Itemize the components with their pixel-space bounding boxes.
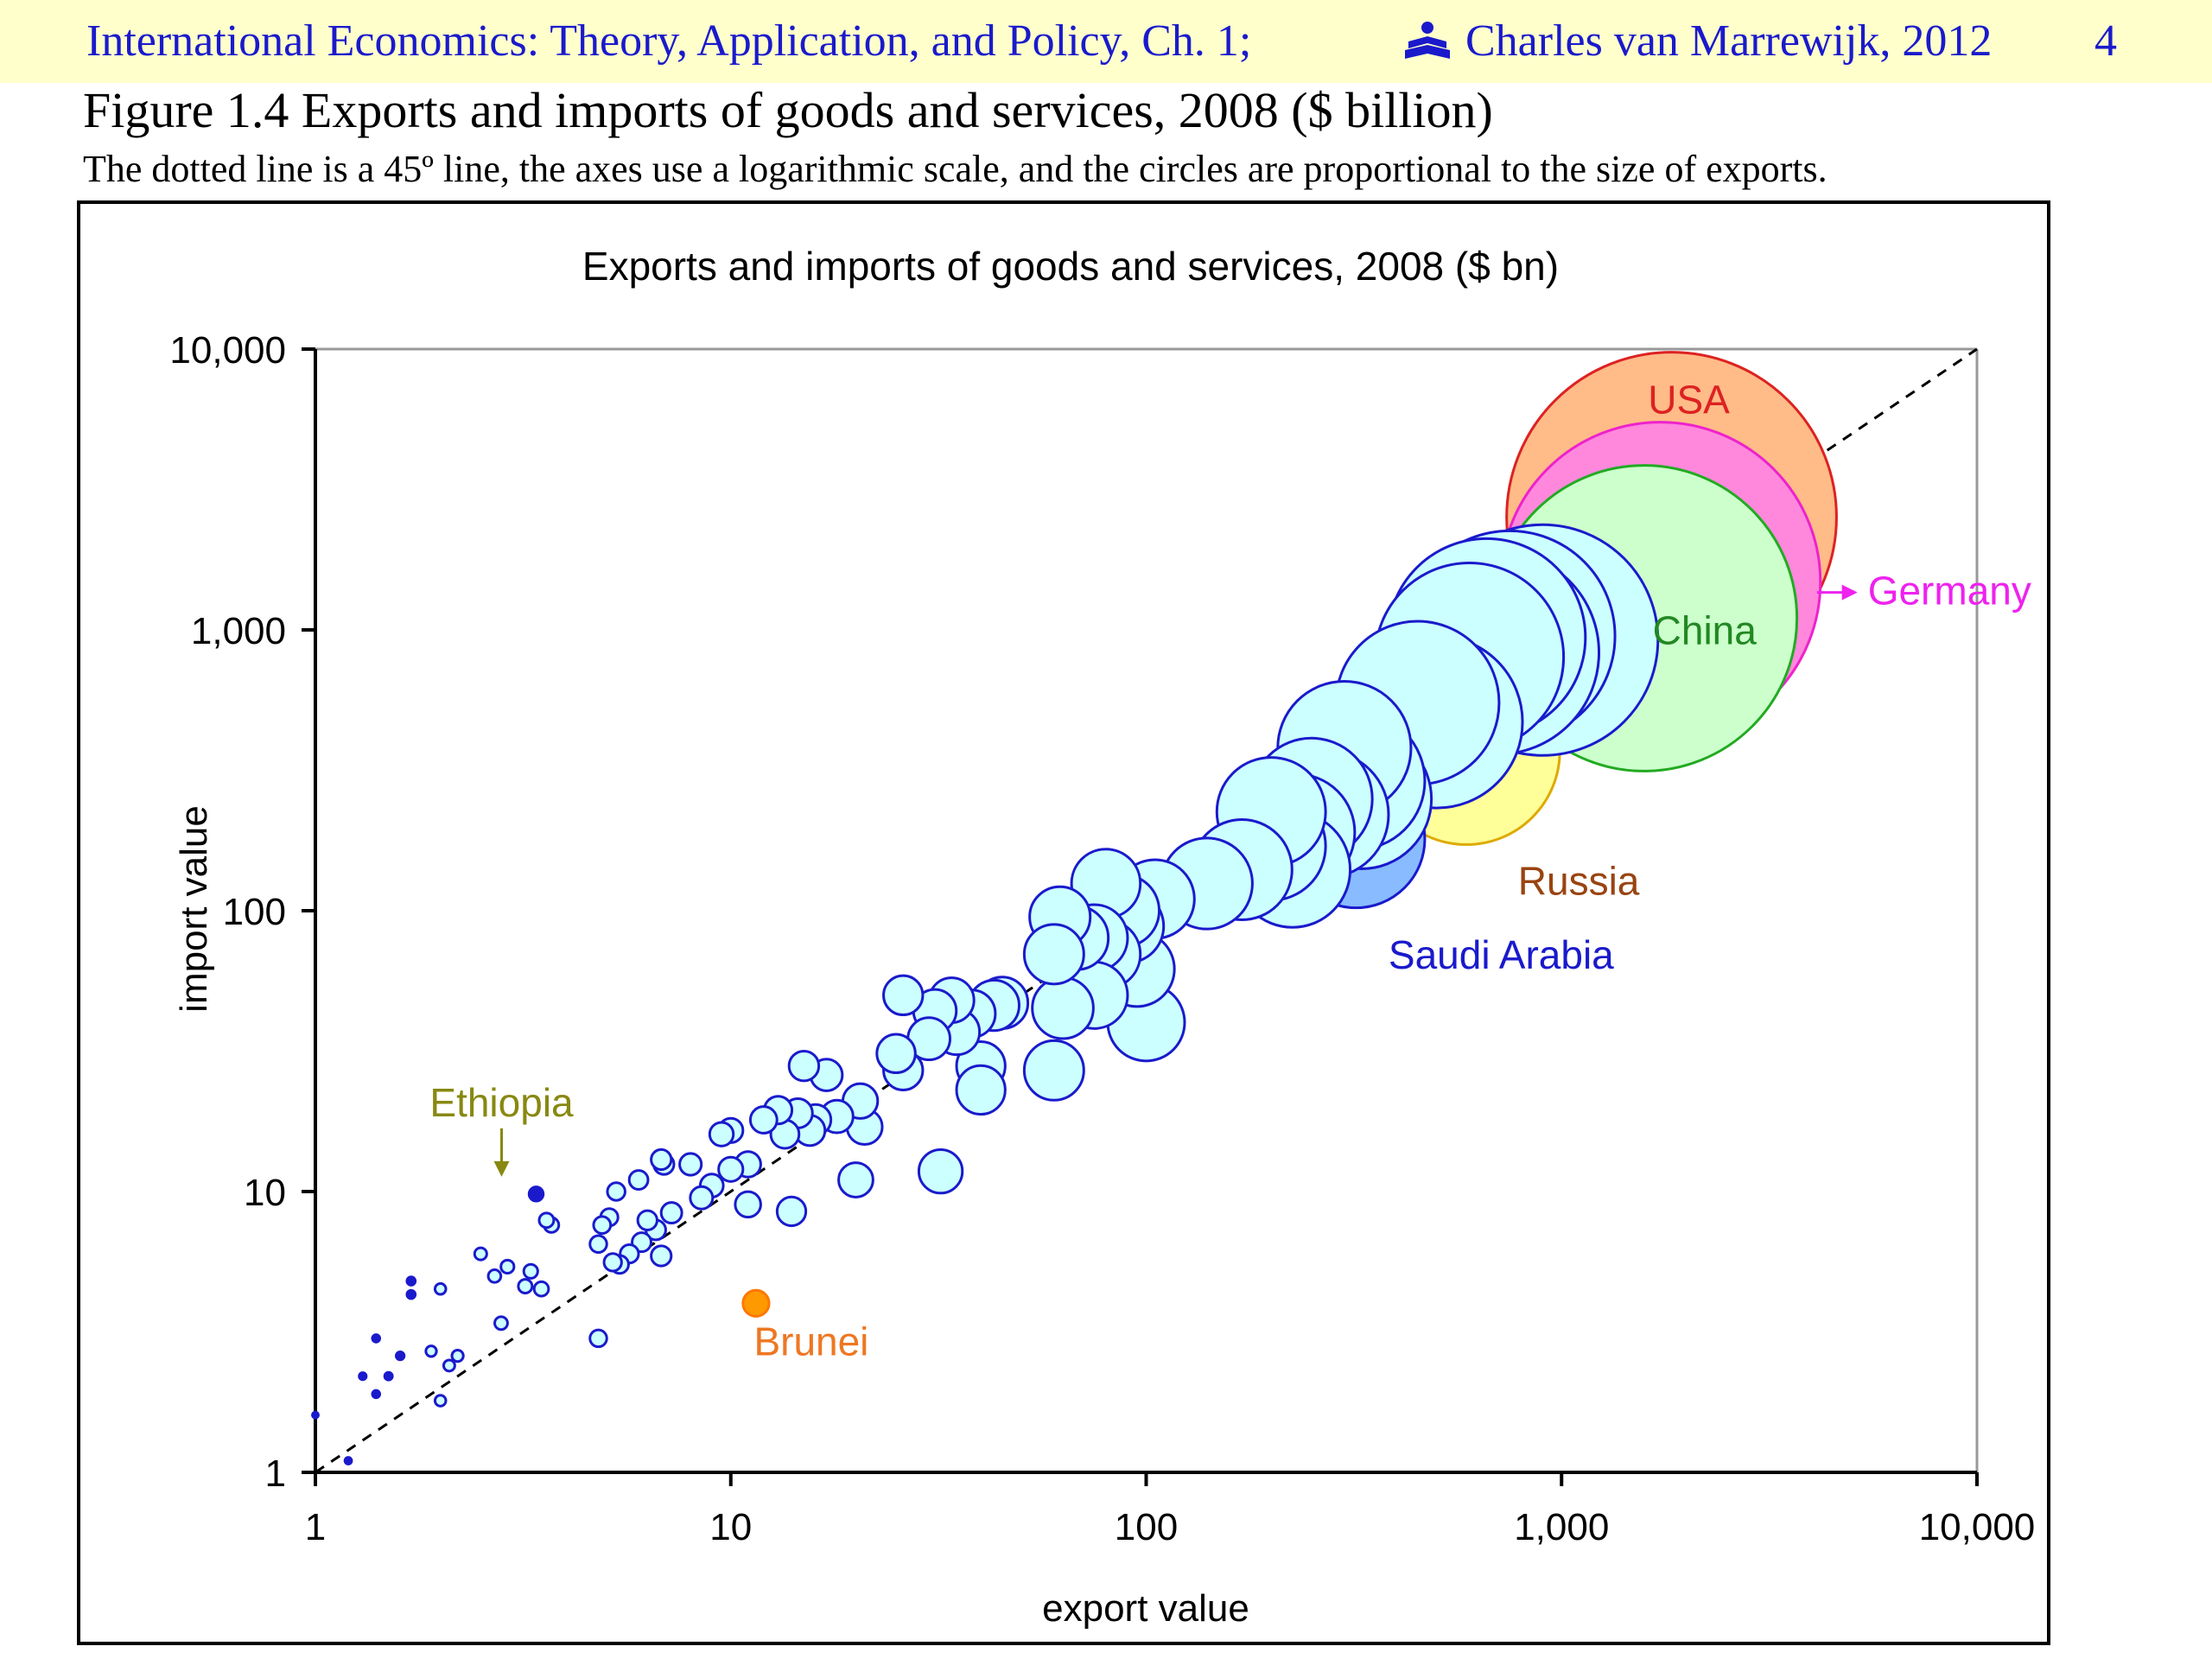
- data-point: [405, 1288, 417, 1300]
- label-russia: Russia: [1518, 858, 1640, 903]
- arrowhead-germany: [1841, 584, 1858, 601]
- data-point: [917, 1147, 964, 1195]
- y-tick-label: 10,000: [169, 329, 286, 372]
- data-point: [371, 1389, 382, 1400]
- data-point: [775, 1195, 808, 1228]
- arrowhead-ethiopia: [493, 1160, 510, 1177]
- data-point: [592, 1215, 613, 1236]
- data-point: [588, 1328, 608, 1349]
- data-point: [433, 1394, 448, 1408]
- data-point: [588, 1234, 608, 1255]
- x-tick-label: 1: [305, 1506, 326, 1548]
- data-point: [955, 1064, 1007, 1116]
- data-point: [787, 1049, 821, 1083]
- chart-frame: Exports and imports of goods and service…: [77, 200, 2050, 1645]
- data-point: [358, 1371, 368, 1382]
- y-tick-label: 100: [223, 891, 286, 933]
- data-point: [473, 1246, 488, 1262]
- data-point: [537, 1211, 556, 1230]
- label-ethiopia: Ethiopia: [429, 1080, 574, 1125]
- data-point: [433, 1281, 448, 1296]
- data-point: [837, 1161, 874, 1198]
- y-tick-label: 10: [244, 1172, 286, 1214]
- data-point: [1031, 976, 1095, 1040]
- author-credit: Charles van Marrewijk, 2012: [1465, 16, 1993, 66]
- y-axis-label: import value: [173, 805, 215, 1013]
- label-layer: USA Germany China Russia Saudi Arabia Ethiopi…: [429, 378, 2031, 1364]
- data-point: [1022, 1039, 1085, 1102]
- data-point: [486, 1268, 503, 1284]
- figure-title: Figure 1.4 Exports and imports of goods …: [83, 82, 1493, 138]
- highlight-point-brunei: [741, 1288, 771, 1318]
- book-reader-icon: [1402, 19, 1453, 64]
- axes: 11 10 10 100 100 1,000 1,000 10,000 10,000: [169, 329, 2035, 1548]
- x-tick-label: 1,000: [1514, 1506, 1609, 1548]
- bubble-layer: [311, 523, 1660, 1465]
- x-axis-label: export value: [1042, 1587, 1249, 1630]
- data-point: [689, 1185, 715, 1211]
- data-point: [602, 1252, 623, 1273]
- data-point: [627, 1169, 650, 1191]
- data-point: [383, 1370, 394, 1382]
- data-point: [708, 1121, 735, 1147]
- label-brunei: Brunei: [753, 1319, 868, 1363]
- y-tick-label: 1,000: [191, 610, 286, 652]
- data-point: [1022, 923, 1085, 986]
- data-point: [424, 1344, 438, 1358]
- scatter-chart: Exports and imports of goods and service…: [169, 244, 2035, 1630]
- data-point: [405, 1275, 417, 1287]
- data-point: [343, 1456, 353, 1465]
- data-point: [522, 1262, 539, 1280]
- data-point: [395, 1351, 406, 1362]
- data-point: [311, 1410, 320, 1420]
- figure-caption: The dotted line is a 45º line, the axes …: [83, 148, 1827, 190]
- header-band: [0, 0, 2212, 83]
- data-point: [450, 1349, 465, 1363]
- label-usa: USA: [1648, 378, 1730, 423]
- data-point: [650, 1244, 673, 1268]
- x-tick-label: 10: [709, 1506, 752, 1548]
- data-point: [606, 1181, 626, 1202]
- data-point: [650, 1147, 673, 1172]
- data-point: [659, 1201, 683, 1225]
- data-point: [636, 1209, 658, 1231]
- label-germany: Germany: [1868, 569, 2031, 613]
- label-china: China: [1653, 608, 1758, 653]
- data-point: [734, 1190, 762, 1219]
- data-point: [717, 1155, 745, 1183]
- author-credit-group: Charles van Marrewijk, 2012: [1402, 16, 1992, 67]
- chart-title: Exports and imports of goods and service…: [582, 244, 1559, 289]
- highlight-point-ethiopia: [527, 1185, 545, 1203]
- data-point: [882, 974, 925, 1017]
- data-point: [678, 1152, 703, 1177]
- course-title: International Economics: Theory, Applica…: [86, 16, 1252, 66]
- data-point: [748, 1105, 779, 1135]
- data-point: [371, 1333, 382, 1344]
- data-point: [493, 1315, 509, 1332]
- label-saudi-arabia: Saudi Arabia: [1389, 932, 1614, 977]
- data-point: [517, 1278, 534, 1295]
- data-point: [442, 1358, 456, 1373]
- data-point: [499, 1258, 516, 1275]
- y-tick-label: 1: [265, 1452, 286, 1495]
- data-point: [875, 1033, 917, 1075]
- data-point: [532, 1280, 550, 1298]
- x-tick-label: 100: [1115, 1506, 1178, 1548]
- x-tick-label: 10,000: [1919, 1506, 2036, 1548]
- page-number: 4: [2094, 16, 2117, 66]
